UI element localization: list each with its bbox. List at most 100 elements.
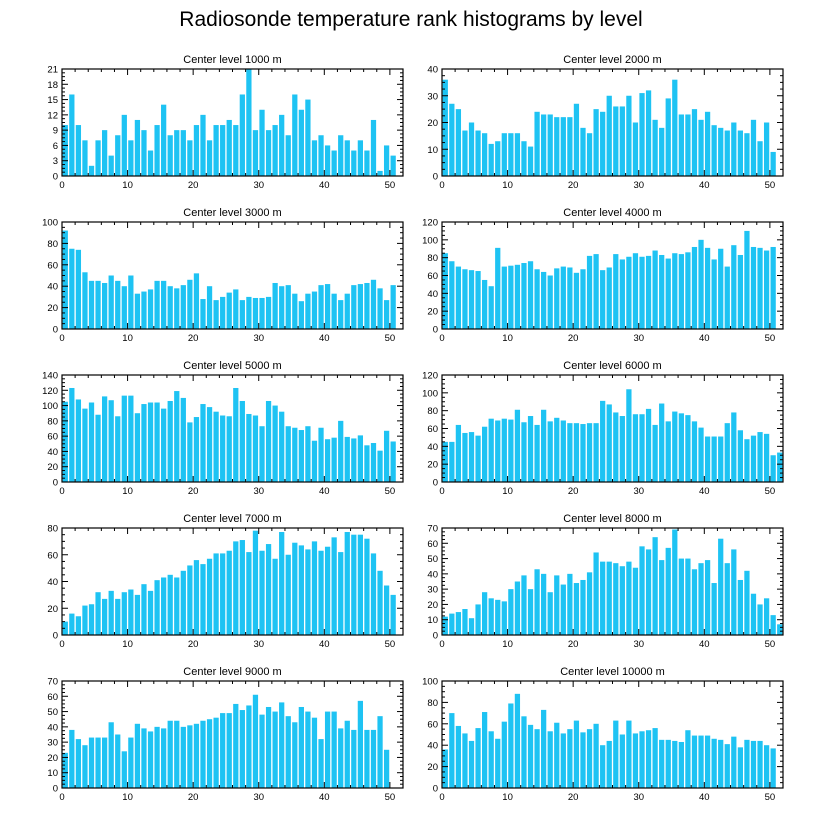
bar	[632, 733, 639, 788]
y-tick-label: 20	[47, 303, 58, 314]
bar	[318, 285, 324, 329]
bar	[521, 422, 527, 482]
bar	[580, 732, 586, 788]
bar	[777, 452, 783, 482]
bar	[180, 726, 186, 788]
bar	[718, 739, 724, 788]
bar	[82, 408, 88, 482]
bar	[626, 561, 632, 635]
bar	[652, 537, 658, 635]
bar	[711, 125, 717, 176]
x-tick-label: 50	[385, 486, 396, 497]
bar	[619, 734, 625, 788]
bar	[613, 720, 619, 788]
y-tick-label: 15	[47, 95, 58, 106]
bar	[567, 117, 573, 176]
bar	[239, 94, 245, 176]
x-tick-label: 0	[59, 333, 64, 344]
bar	[292, 94, 298, 176]
bar	[279, 532, 285, 635]
x-tick-label: 30	[253, 486, 264, 497]
bar	[213, 553, 219, 635]
bar	[311, 541, 318, 636]
bar	[128, 737, 134, 788]
figure-title: Radiosonde temperature rank histograms b…	[179, 8, 643, 31]
bar	[167, 720, 173, 788]
bar	[757, 247, 763, 329]
bar	[554, 117, 560, 176]
bar	[82, 140, 88, 176]
bar	[298, 430, 304, 482]
bar	[475, 728, 481, 788]
y-tick-label: 80	[427, 698, 438, 709]
bar	[462, 130, 468, 176]
histogram-panel-10: Center level 10000 m 0 10 20 30 40 50 0 20 40 60 80…	[422, 666, 784, 803]
bar	[383, 749, 390, 788]
x-tick-label: 30	[633, 639, 644, 650]
bar	[534, 424, 540, 482]
bar	[613, 563, 619, 635]
bar	[161, 408, 167, 482]
bar	[711, 583, 717, 635]
bar	[390, 155, 396, 176]
bar	[449, 613, 455, 635]
bar	[187, 565, 193, 635]
bar	[364, 445, 370, 482]
bar	[613, 412, 619, 482]
bar	[632, 122, 639, 176]
bar	[206, 558, 213, 635]
y-tick-label: 30	[427, 585, 438, 596]
bar	[678, 114, 684, 176]
bar	[527, 146, 534, 176]
bar	[220, 125, 226, 176]
bar	[606, 561, 612, 635]
bar	[62, 125, 68, 176]
bar	[672, 253, 678, 329]
bar	[442, 441, 448, 483]
bar	[737, 579, 743, 635]
y-tick-label: 60	[427, 424, 438, 435]
bar	[593, 723, 599, 788]
bar	[468, 740, 475, 788]
bar	[62, 401, 68, 482]
bar	[239, 540, 245, 635]
bar	[672, 529, 678, 635]
bar	[508, 703, 514, 788]
bar	[187, 279, 193, 329]
bar	[718, 538, 724, 635]
x-tick-label: 0	[439, 639, 444, 650]
y-tick-label: 0	[53, 478, 58, 489]
x-tick-label: 30	[633, 792, 644, 803]
bar	[501, 721, 507, 788]
bar	[665, 98, 671, 176]
bar	[154, 726, 160, 788]
bar	[193, 125, 200, 176]
y-tick-label: 30	[47, 738, 58, 749]
y-tick-label: 0	[53, 325, 58, 336]
bar	[338, 728, 344, 788]
bar	[279, 286, 285, 329]
bar	[639, 414, 645, 482]
bar	[364, 282, 370, 329]
bar	[586, 255, 593, 329]
bar	[586, 572, 593, 635]
bar	[324, 546, 331, 635]
bar	[567, 573, 573, 635]
bar	[115, 416, 121, 482]
bar	[521, 716, 527, 788]
bar	[685, 114, 691, 176]
bar	[246, 413, 252, 482]
bar	[200, 720, 206, 788]
bar	[468, 270, 475, 329]
bar	[554, 417, 560, 482]
bar	[383, 585, 390, 635]
bar	[134, 119, 141, 176]
bar	[377, 288, 383, 329]
bar	[659, 254, 665, 329]
bar	[567, 423, 573, 482]
bar	[639, 93, 645, 176]
bar	[167, 286, 173, 329]
bar	[88, 165, 95, 176]
bar	[442, 616, 448, 635]
bar	[449, 103, 455, 176]
